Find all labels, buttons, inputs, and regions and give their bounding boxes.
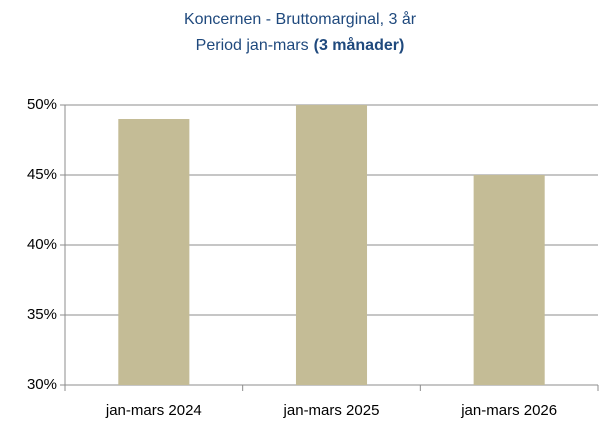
y-tick-label: 35% xyxy=(27,306,57,323)
chart-subtitle: Period jan-mars (3 månader) xyxy=(196,36,405,54)
bar xyxy=(295,105,368,385)
x-tick-label: jan-mars 2024 xyxy=(105,402,202,419)
y-tick-label: 40% xyxy=(27,236,57,253)
chart-title: Koncernen - Bruttomarginal, 3 år xyxy=(184,10,417,28)
x-tick-label: jan-mars 2025 xyxy=(283,402,380,419)
y-tick-label: 50% xyxy=(27,96,57,113)
bar xyxy=(118,119,190,385)
bar xyxy=(473,175,545,385)
subtitle-emphasis: (3 månader) xyxy=(314,36,405,54)
subtitle-text: Period jan-mars xyxy=(196,37,309,54)
y-tick-label: 30% xyxy=(27,376,57,393)
x-tick-label: jan-mars 2026 xyxy=(460,402,557,419)
y-tick-label: 45% xyxy=(27,166,57,183)
